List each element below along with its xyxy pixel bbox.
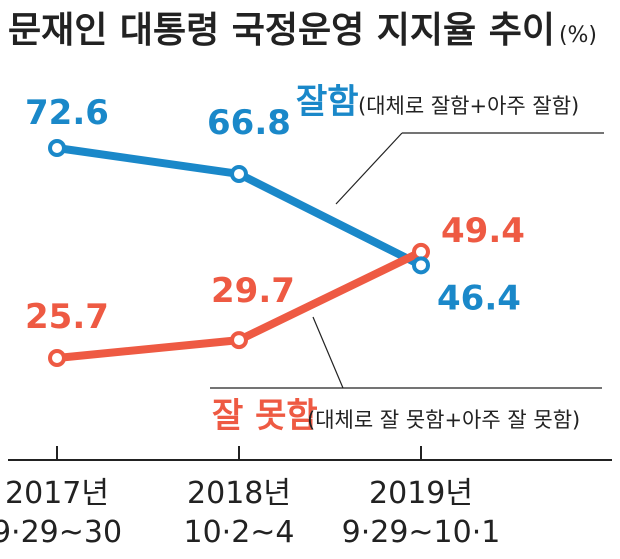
x-tick-label-year: 2017년 bbox=[5, 476, 109, 511]
data-label-negative: 29.7 bbox=[211, 271, 295, 311]
unit-label: (%) bbox=[559, 23, 597, 48]
data-label-positive: 72.6 bbox=[25, 93, 109, 133]
x-tick-label-date: 9·29~10·1 bbox=[342, 515, 501, 550]
legend-negative-name: 잘 못함 bbox=[212, 396, 318, 436]
data-point-negative bbox=[230, 331, 248, 350]
data-point-positive bbox=[230, 164, 248, 183]
legend-positive-name: 잘함 bbox=[296, 82, 359, 122]
legend-positive-detail: (대체로 잘함+아주 잘함) bbox=[358, 94, 579, 118]
data-label-positive: 46.4 bbox=[437, 278, 521, 318]
data-point-positive bbox=[412, 256, 430, 275]
x-tick-label-date: 10·2~4 bbox=[183, 515, 294, 550]
data-label-positive: 66.8 bbox=[207, 103, 291, 143]
chart-title: 문재인 대통령 국정운영 지지율 추이 bbox=[8, 10, 555, 51]
data-label-negative: 49.4 bbox=[441, 211, 525, 251]
x-tick-label-year: 2019년 bbox=[369, 476, 473, 511]
x-tick-label-year: 2018년 bbox=[187, 476, 291, 511]
data-point-positive bbox=[48, 139, 66, 157]
legend-negative-detail: (대체로 잘 못함+아주 잘 못함) bbox=[307, 408, 580, 432]
data-label-negative: 25.7 bbox=[25, 297, 109, 337]
x-tick-label-date: 9·29~30 bbox=[0, 515, 122, 550]
positive-leader-diagonal bbox=[335, 132, 403, 205]
negative-leader-diagonal bbox=[312, 316, 344, 389]
data-point-negative bbox=[48, 349, 66, 367]
